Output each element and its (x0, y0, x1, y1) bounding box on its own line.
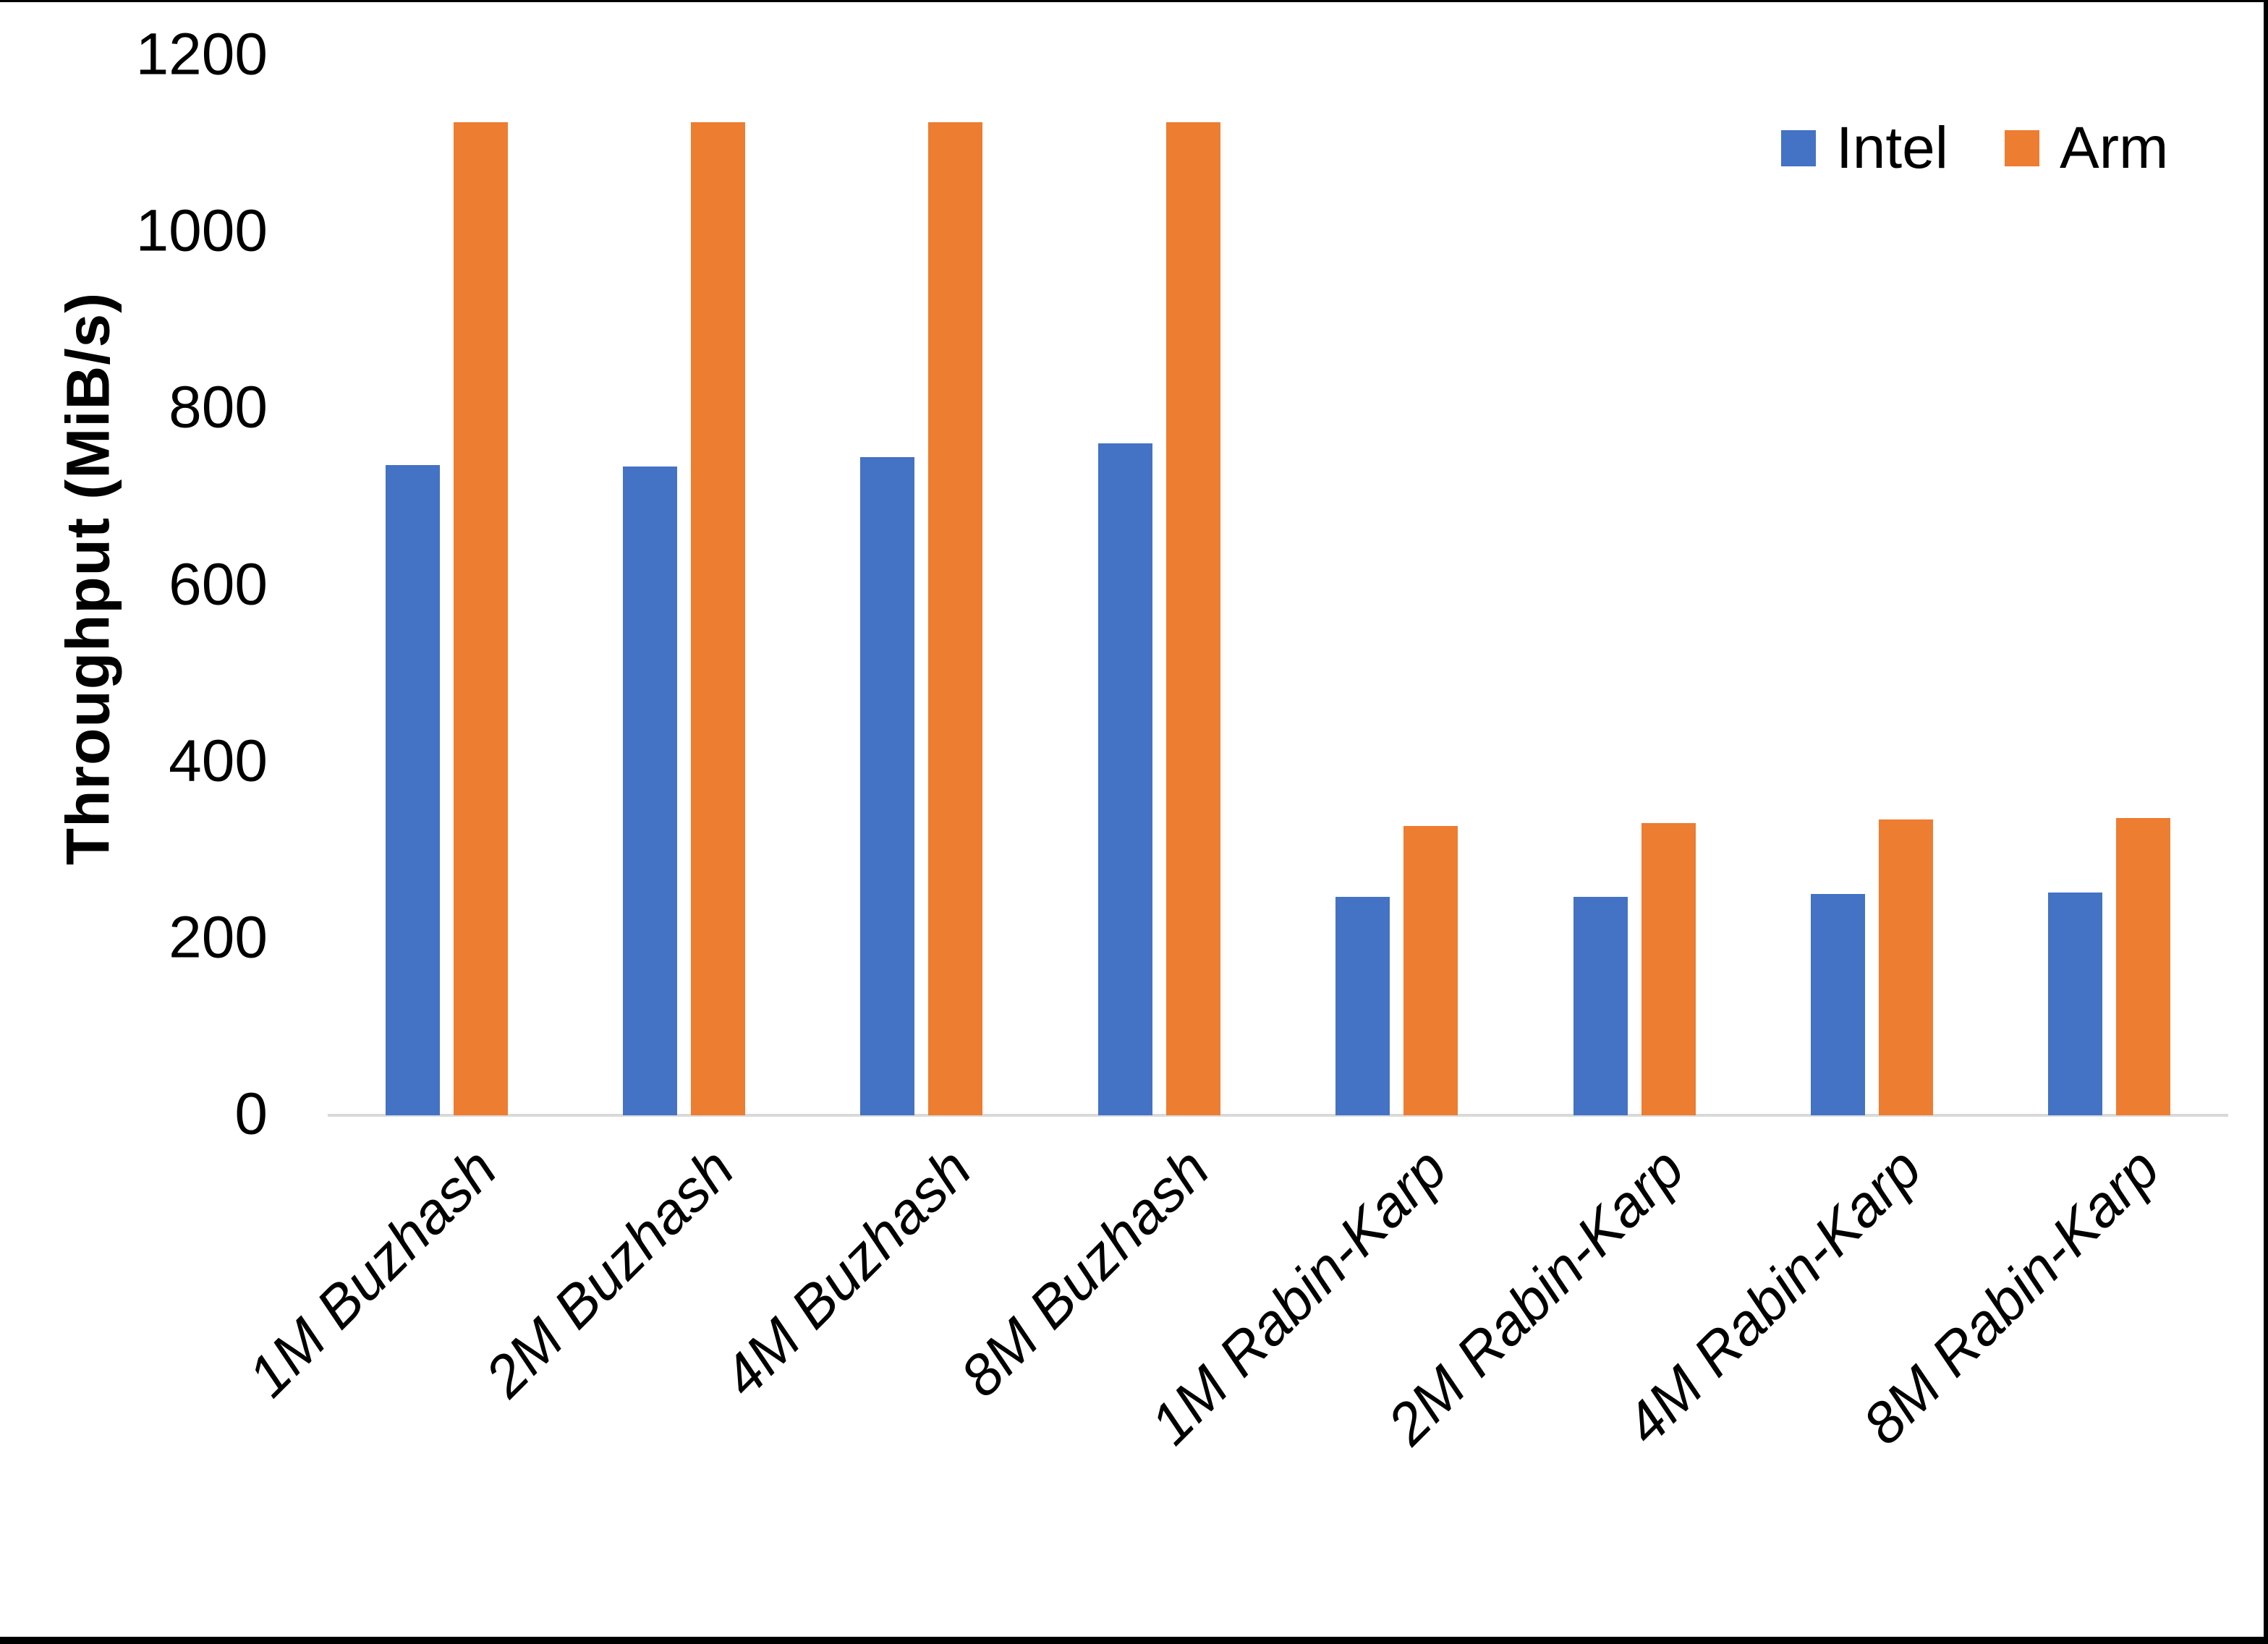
bar-intel-3 (1097, 443, 1152, 1115)
legend-swatch-arm (2005, 130, 2039, 166)
bar-arm-4 (1403, 825, 1458, 1115)
bar-intel-0 (385, 465, 440, 1115)
bar-arm-7 (2116, 817, 2171, 1115)
bar-intel-7 (2048, 893, 2103, 1115)
bar-arm-1 (691, 122, 746, 1115)
bar-arm-5 (1641, 822, 1696, 1115)
y-tick-label: 400 (169, 728, 268, 794)
y-tick-label: 0 (234, 1081, 268, 1147)
window-border-top (0, 0, 2268, 2)
y-tick-label: 200 (169, 904, 268, 971)
legend-swatch-intel (1781, 130, 1816, 166)
bar-intel-5 (1573, 897, 1628, 1115)
bar-intel-4 (1335, 897, 1390, 1115)
window-border-bottom (0, 1637, 2268, 1644)
x-category-label: 1M Buzhash (235, 1136, 509, 1409)
x-category-label: 8M Buzhash (948, 1136, 1221, 1409)
y-tick-label: 1000 (135, 197, 268, 264)
legend-item-intel: Intel (1781, 119, 1948, 178)
bar-intel-1 (623, 466, 678, 1115)
bar-intel-2 (860, 457, 915, 1115)
bar-arm-0 (453, 122, 508, 1115)
bar-arm-3 (1165, 122, 1220, 1115)
bar-intel-6 (1810, 893, 1865, 1115)
x-category-label: 4M Buzhash (710, 1136, 984, 1409)
bar-arm-2 (928, 122, 983, 1115)
y-tick-label: 800 (169, 374, 268, 440)
legend-item-arm: Arm (2005, 119, 2168, 178)
y-tick-label: 1200 (135, 21, 268, 88)
plot-area (328, 56, 2228, 1117)
y-tick-label: 600 (169, 550, 268, 617)
legend-label: Arm (2060, 115, 2169, 181)
window-border-right (2264, 0, 2268, 1644)
x-category-label: 2M Buzhash (472, 1136, 746, 1409)
legend-label: Intel (1836, 115, 1948, 181)
legend: Intel Arm (1781, 119, 2168, 178)
bar-arm-6 (1878, 819, 1933, 1115)
x-axis-line (328, 1114, 2228, 1117)
